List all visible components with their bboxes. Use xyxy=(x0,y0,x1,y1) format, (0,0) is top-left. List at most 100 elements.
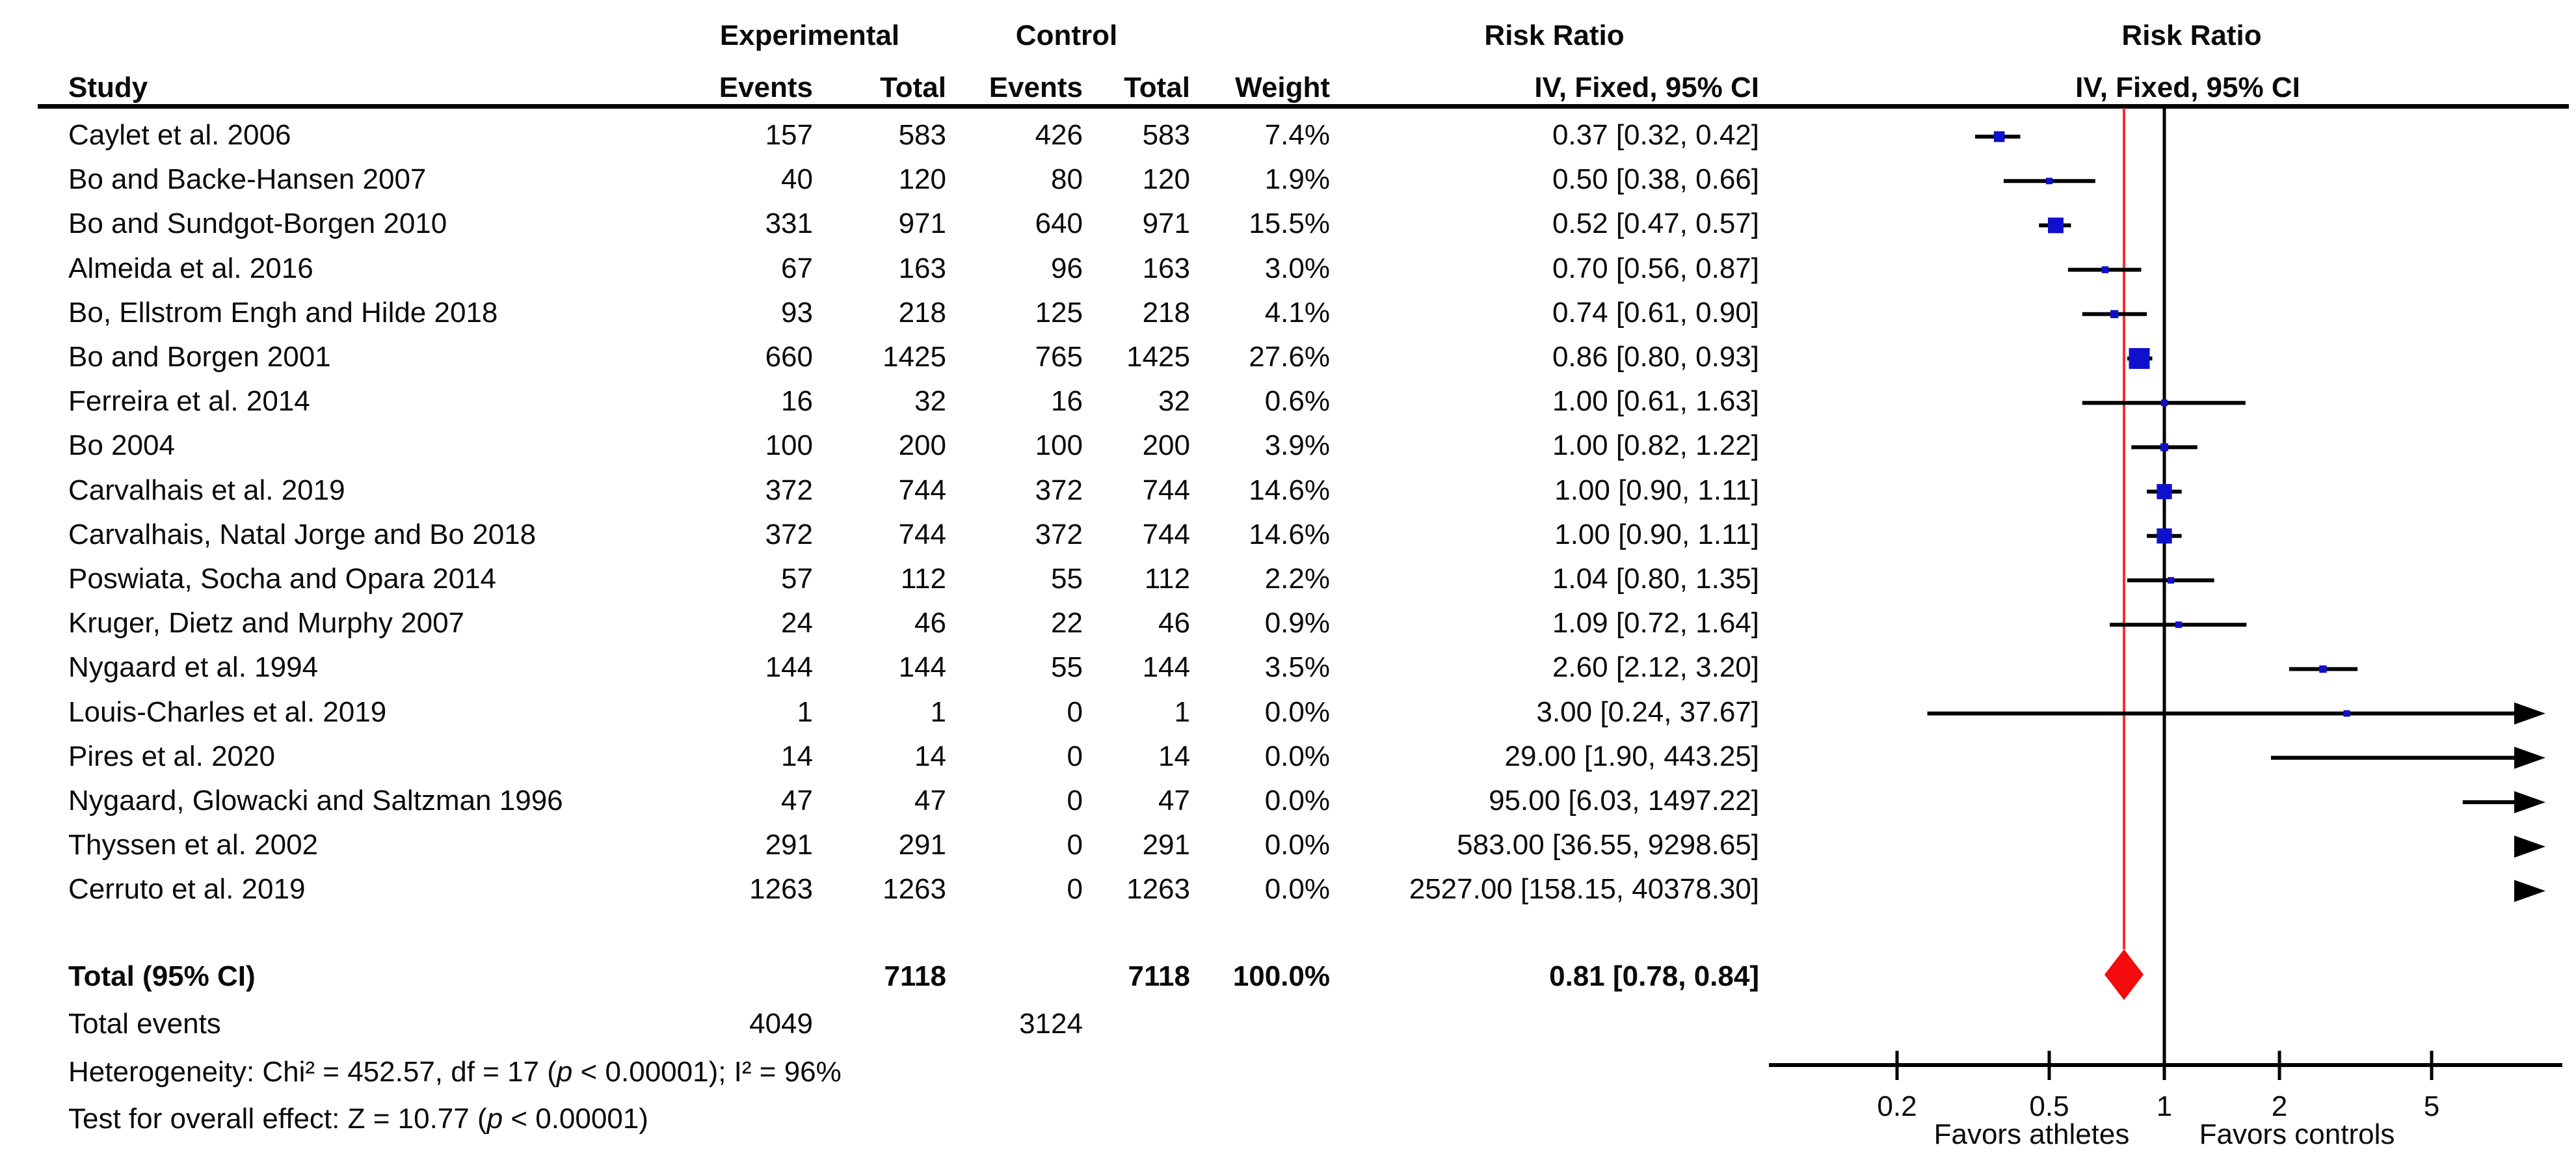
total-row-label: Total (95% CI) xyxy=(68,960,256,992)
ctl-total: 218 xyxy=(1142,296,1190,329)
exp-total: 218 xyxy=(898,296,946,329)
ctl-total: 744 xyxy=(1142,474,1190,506)
risk-ratio-ci: 583.00 [36.55, 9298.65] xyxy=(1457,829,1759,861)
total-events-label: Total events xyxy=(68,1008,221,1040)
ctl-events: 96 xyxy=(1051,252,1083,284)
ctl-total: 200 xyxy=(1142,429,1190,462)
ctl-events: 0 xyxy=(1067,740,1083,772)
ctl-events: 426 xyxy=(1035,119,1083,151)
weight-value: 0.6% xyxy=(1264,385,1330,418)
exp-events: 24 xyxy=(781,607,813,640)
study-name: Cerruto et al. 2019 xyxy=(68,873,306,906)
p-italic-2: p xyxy=(486,1103,503,1135)
ctl-events: 16 xyxy=(1051,385,1083,418)
exp-events: 1 xyxy=(797,696,813,728)
weight-value: 0.0% xyxy=(1264,873,1330,906)
risk-ratio-ci: 3.00 [0.24, 37.67] xyxy=(1536,696,1759,728)
exp-events: 660 xyxy=(765,341,813,373)
weight-value: 15.5% xyxy=(1249,208,1330,240)
heterogeneity-line: Heterogeneity: Chi² = 452.57, df = 17 (p… xyxy=(68,1058,842,1087)
effect-marker xyxy=(2157,528,2172,544)
ctl-total: 583 xyxy=(1142,119,1190,151)
weight-value: 0.0% xyxy=(1264,740,1330,772)
header-ctl-total: Total xyxy=(1124,72,1190,103)
ctl-total: 14 xyxy=(1158,740,1190,772)
total-exp-total: 7118 xyxy=(884,960,946,992)
exp-total: 120 xyxy=(898,163,946,196)
exp-total: 32 xyxy=(914,385,946,418)
risk-ratio-ci: 95.00 [6.03, 1497.22] xyxy=(1489,785,1759,817)
exp-total: 1425 xyxy=(883,341,946,373)
weight-value: 1.9% xyxy=(1264,163,1330,196)
ctl-total: 744 xyxy=(1142,518,1190,550)
ctl-total: 163 xyxy=(1142,252,1190,284)
study-name: Nygaard, Glowacki and Saltzman 1996 xyxy=(68,785,563,817)
ctl-total: 46 xyxy=(1158,607,1190,640)
heterogeneity-text-post: < 0.00001); I² = 96% xyxy=(572,1056,842,1088)
exp-total: 46 xyxy=(914,607,946,640)
ctl-total: 1425 xyxy=(1126,341,1190,373)
exp-events: 93 xyxy=(781,296,813,329)
header-exp-events: Events xyxy=(719,72,813,103)
study-name: Poswiata, Socha and Opara 2014 xyxy=(68,563,497,595)
weight-value: 2.2% xyxy=(1264,563,1330,595)
header-weight: Weight xyxy=(1235,72,1330,103)
weight-value: 27.6% xyxy=(1249,341,1330,373)
header-rule xyxy=(38,104,2569,109)
ci-arrow-right xyxy=(2514,746,2545,769)
axis-tick-label: 0.5 xyxy=(2029,1090,2069,1122)
axis-tick-label: 0.2 xyxy=(1877,1090,1917,1122)
ci-arrow-right xyxy=(2514,791,2545,813)
exp-total: 744 xyxy=(898,518,946,550)
header-iv-fixed-plot: IV, Fixed, 95% CI xyxy=(2075,72,2300,103)
weight-value: 14.6% xyxy=(1249,474,1330,506)
exp-events: 372 xyxy=(765,474,813,506)
ctl-total: 32 xyxy=(1158,385,1190,418)
effect-marker xyxy=(2110,310,2119,318)
effect-marker xyxy=(2045,178,2052,185)
risk-ratio-ci: 0.86 [0.80, 0.93] xyxy=(1552,341,1759,373)
study-name: Thyssen et al. 2002 xyxy=(68,829,319,861)
risk-ratio-ci: 2.60 [2.12, 3.20] xyxy=(1552,651,1759,684)
ctl-events: 55 xyxy=(1051,651,1083,684)
study-name: Louis-Charles et al. 2019 xyxy=(68,696,387,728)
axis-tick-label: 2 xyxy=(2272,1090,2287,1122)
ctl-total: 1263 xyxy=(1126,873,1190,906)
exp-total: 971 xyxy=(898,208,946,240)
effect-marker xyxy=(2048,217,2064,234)
effect-marker xyxy=(2161,399,2168,407)
ctl-events: 80 xyxy=(1051,163,1083,196)
exp-total: 583 xyxy=(898,119,946,151)
ctl-total: 291 xyxy=(1142,829,1190,861)
exp-events: 47 xyxy=(781,785,813,817)
effect-marker xyxy=(2101,266,2109,273)
weight-value: 7.4% xyxy=(1264,119,1330,151)
weight-value: 14.6% xyxy=(1249,518,1330,550)
header-exp-total: Total xyxy=(880,72,946,103)
ctl-total: 112 xyxy=(1144,563,1190,595)
favors-left-label: Favors athletes xyxy=(1934,1118,2130,1150)
weight-value: 0.9% xyxy=(1264,607,1330,640)
study-name: Bo 2004 xyxy=(68,429,175,462)
total-ci: 0.81 [0.78, 0.84] xyxy=(1549,960,1759,992)
ci-arrow-right xyxy=(2514,702,2545,725)
header-iv-fixed-text: IV, Fixed, 95% CI xyxy=(1534,72,1759,103)
effect-marker xyxy=(2319,665,2327,673)
effect-marker xyxy=(2160,443,2169,452)
ctl-events: 22 xyxy=(1051,607,1083,640)
header-study: Study xyxy=(68,72,148,103)
header-risk-ratio-plot: Risk Ratio xyxy=(2121,20,2262,51)
header-group-experimental: Experimental xyxy=(719,20,900,51)
axis-tick-label: 1 xyxy=(2157,1090,2172,1122)
pooled-diamond xyxy=(2105,949,2144,1000)
exp-events: 291 xyxy=(765,829,813,861)
weight-value: 3.5% xyxy=(1264,651,1330,684)
ctl-total: 144 xyxy=(1142,651,1190,684)
axis-tick-label: 5 xyxy=(2424,1090,2439,1122)
p-italic: p xyxy=(556,1056,573,1088)
exp-total: 47 xyxy=(914,785,946,817)
study-name: Carvalhais, Natal Jorge and Bo 2018 xyxy=(68,518,537,550)
total-events-control: 3124 xyxy=(1019,1008,1083,1040)
ctl-events: 0 xyxy=(1067,829,1083,861)
risk-ratio-ci: 2527.00 [158.15, 40378.30] xyxy=(1409,873,1759,906)
